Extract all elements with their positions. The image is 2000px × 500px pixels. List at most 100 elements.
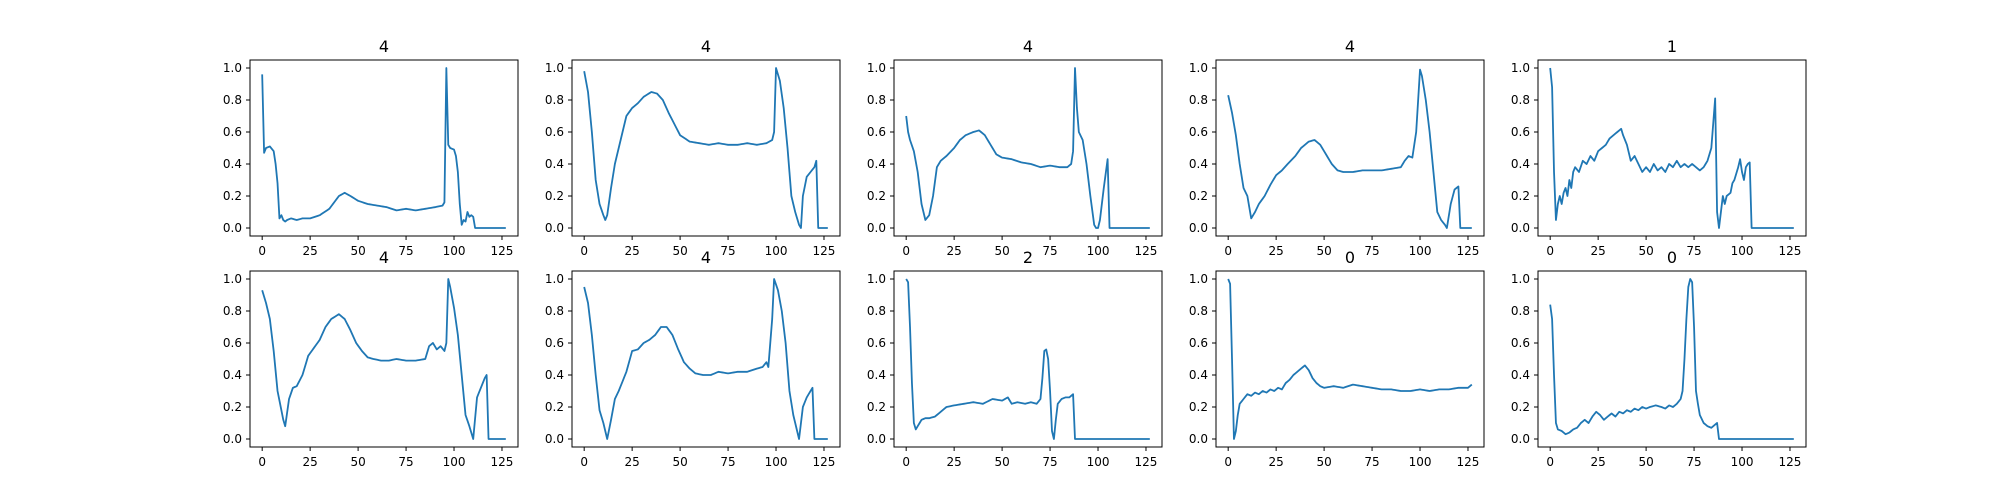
y-tick-label: 1.0 (1511, 272, 1530, 286)
subplot-title: 4 (1023, 37, 1033, 56)
axes-frame (1537, 270, 1807, 448)
series-line (1227, 68, 1472, 229)
x-tick-label: 0 (1546, 455, 1554, 469)
subplot-title: 2 (1023, 248, 1033, 267)
y-tick-label: 1.0 (867, 61, 886, 75)
subplot-title: 0 (1345, 248, 1355, 267)
x-tick-label: 0 (1224, 244, 1232, 258)
x-tick-label: 50 (994, 244, 1009, 258)
y-tick-label: 0.0 (1189, 432, 1208, 446)
y-tick-label: 0.4 (867, 157, 886, 171)
x-tick-label: 25 (303, 244, 318, 258)
y-tick-label: 1.0 (867, 272, 886, 286)
y-tick-label: 0.6 (867, 125, 886, 139)
subplot-3: 0 25 50 75 100 125 0.0 0.2 0.4 0.6 0.8 1.0 4 (867, 37, 1163, 258)
y-tick-label: 1.0 (223, 61, 242, 75)
x-tick-label: 125 (1779, 455, 1802, 469)
series-line (583, 278, 828, 440)
x-tick-label: 50 (994, 455, 1009, 469)
x-tick-label: 75 (398, 244, 413, 258)
subplot-10: 0 25 50 75 100 125 0.0 0.2 0.4 0.6 0.8 1.0 0 (1511, 248, 1807, 469)
x-tick-label: 0 (1546, 244, 1554, 258)
x-tick-label: 100 (765, 244, 788, 258)
axes-frame (1537, 59, 1807, 237)
y-tick-label: 0.2 (1511, 400, 1530, 414)
y-tick-label: 0.8 (545, 304, 564, 318)
x-tick-label: 125 (813, 455, 836, 469)
x-tick-label: 75 (1364, 244, 1379, 258)
x-tick-label: 25 (1269, 244, 1284, 258)
x-tick-label: 50 (672, 244, 687, 258)
y-tick-label: 0.2 (223, 400, 242, 414)
series-line (1549, 278, 1794, 440)
axes-frame (249, 59, 519, 237)
x-tick-label: 0 (902, 244, 910, 258)
subplot-4: 0 25 50 75 100 125 0.0 0.2 0.4 0.6 0.8 1.0 4 (1189, 37, 1485, 258)
y-tick-label: 0.0 (545, 432, 564, 446)
series-line (1549, 67, 1794, 229)
y-tick-label: 0.4 (1511, 368, 1530, 382)
subplot-7: 0 25 50 75 100 125 0.0 0.2 0.4 0.6 0.8 1.0 4 (545, 248, 841, 469)
x-tick-label: 100 (1409, 455, 1432, 469)
x-tick-label: 100 (1731, 455, 1754, 469)
y-tick-label: 0.2 (545, 400, 564, 414)
subplot-title: 0 (1667, 248, 1677, 267)
x-tick-label: 0 (258, 455, 266, 469)
subplot-title: 4 (701, 248, 711, 267)
x-tick-label: 50 (350, 244, 365, 258)
y-tick-label: 0.0 (1511, 432, 1530, 446)
subplot-6: 0 25 50 75 100 125 0.0 0.2 0.4 0.6 0.8 1.0 4 (223, 248, 519, 469)
x-tick-label: 125 (1457, 244, 1480, 258)
y-tick-label: 0.6 (1511, 336, 1530, 350)
axes-frame (571, 59, 841, 237)
x-tick-label: 125 (1135, 455, 1158, 469)
x-tick-label: 75 (1042, 244, 1057, 258)
x-tick-label: 100 (443, 244, 466, 258)
y-tick-label: 1.0 (545, 272, 564, 286)
y-tick-label: 0.6 (545, 125, 564, 139)
y-tick-label: 0.8 (223, 93, 242, 107)
x-tick-label: 0 (580, 244, 588, 258)
series-line (905, 278, 1150, 440)
x-tick-label: 25 (947, 455, 962, 469)
series-line (1227, 278, 1473, 440)
x-tick-label: 50 (1316, 455, 1331, 469)
x-tick-label: 25 (303, 455, 318, 469)
x-tick-label: 0 (902, 455, 910, 469)
y-tick-label: 0.2 (545, 189, 564, 203)
x-tick-label: 75 (1686, 455, 1701, 469)
y-tick-label: 0.6 (545, 336, 564, 350)
y-tick-label: 1.0 (1189, 272, 1208, 286)
axes-frame (249, 270, 519, 448)
subplot-title: 4 (379, 248, 389, 267)
y-tick-label: 0.2 (1189, 189, 1208, 203)
y-tick-label: 0.2 (223, 189, 242, 203)
y-tick-label: 1.0 (1511, 61, 1530, 75)
x-tick-label: 50 (350, 455, 365, 469)
y-tick-label: 0.2 (1189, 400, 1208, 414)
y-tick-label: 0.0 (867, 432, 886, 446)
x-tick-label: 50 (672, 455, 687, 469)
x-tick-label: 75 (1364, 455, 1379, 469)
x-tick-label: 125 (1779, 244, 1802, 258)
y-tick-label: 0.8 (1511, 304, 1530, 318)
subplot-title: 4 (379, 37, 389, 56)
x-tick-label: 100 (1087, 244, 1110, 258)
x-tick-label: 100 (1087, 455, 1110, 469)
x-tick-label: 0 (258, 244, 266, 258)
y-tick-label: 0.0 (223, 432, 242, 446)
axes-frame (571, 270, 841, 448)
y-tick-label: 0.6 (223, 336, 242, 350)
y-tick-label: 0.2 (1511, 189, 1530, 203)
x-tick-label: 75 (1686, 244, 1701, 258)
y-tick-label: 1.0 (223, 272, 242, 286)
series-line (261, 67, 506, 229)
subplot-8: 0 25 50 75 100 125 0.0 0.2 0.4 0.6 0.8 1.0 2 (867, 248, 1163, 469)
y-tick-label: 0.0 (545, 221, 564, 235)
x-tick-label: 75 (398, 455, 413, 469)
y-tick-label: 1.0 (1189, 61, 1208, 75)
subplot-9: 0 25 50 75 100 125 0.0 0.2 0.4 0.6 0.8 1.0 0 (1189, 248, 1485, 469)
y-tick-label: 0.6 (1189, 336, 1208, 350)
axes-frame (893, 59, 1163, 237)
